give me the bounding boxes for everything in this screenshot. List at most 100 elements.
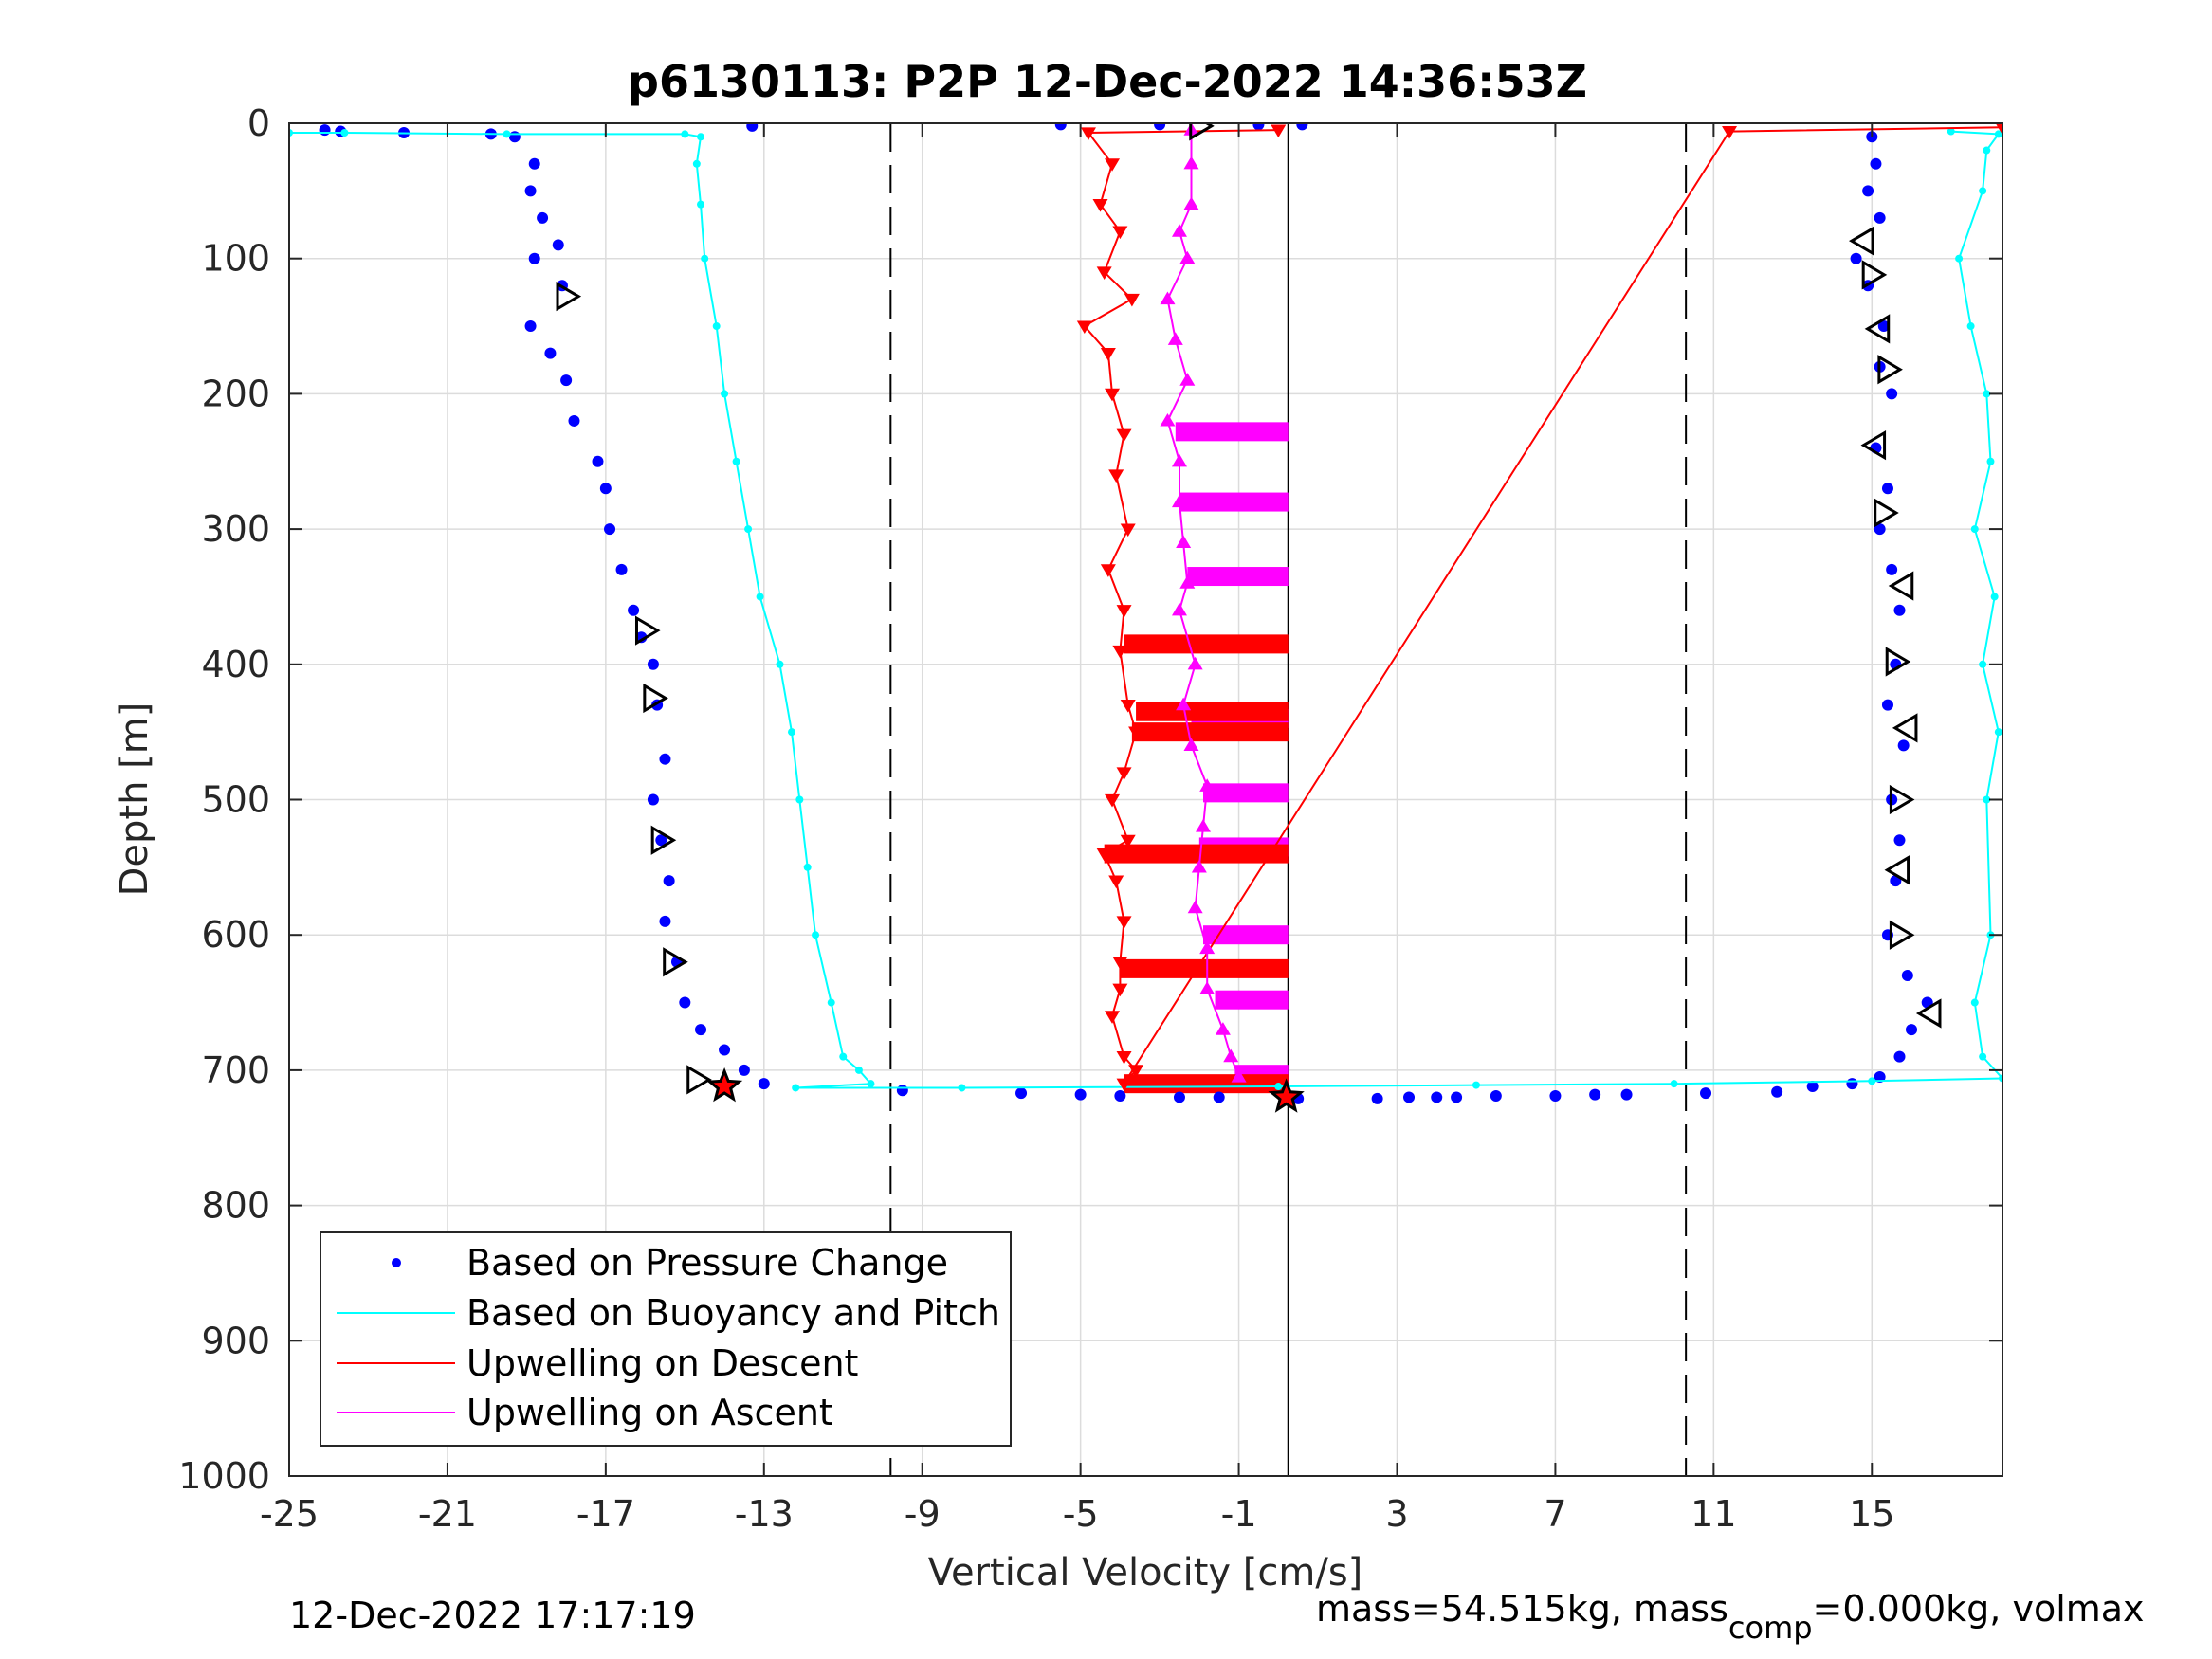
direction-marker: [643, 683, 668, 714]
data-point: [803, 863, 812, 871]
data-point: [1199, 981, 1216, 994]
x-axis-label: Vertical Velocity [cm/s]: [928, 1551, 1363, 1595]
data-point: [1176, 535, 1192, 548]
x-tick-label: 3: [1385, 1493, 1408, 1535]
y-tick-label: 400: [201, 644, 270, 685]
data-point: [1199, 940, 1216, 955]
data-point: [528, 252, 540, 264]
data-point: [1116, 767, 1132, 780]
direction-marker: [1874, 498, 1899, 528]
data-point: [1893, 604, 1906, 616]
data-point: [1112, 983, 1128, 997]
data-point: [1979, 187, 1987, 195]
data-point: [503, 130, 511, 138]
x-tick-label: -9: [905, 1493, 941, 1535]
data-point: [1983, 146, 1991, 155]
x-tick-label: 11: [1691, 1493, 1736, 1535]
data-point: [695, 1024, 707, 1036]
direction-marker: [1889, 920, 1915, 950]
data-point: [1874, 211, 1886, 224]
data-point: [1994, 130, 2002, 138]
data-point: [1112, 226, 1128, 240]
y-tick-label: 0: [247, 102, 270, 144]
data-point: [1231, 1069, 1247, 1083]
data-point: [1986, 457, 1995, 465]
direction-marker: [1892, 713, 1918, 743]
data-point: [628, 604, 640, 616]
footer-timestamp: 12-Dec-2022 17:17:19: [289, 1595, 696, 1636]
data-point: [896, 1085, 908, 1097]
data-point: [1990, 592, 1999, 601]
data-point: [659, 753, 671, 765]
horizontal-segment: [1136, 702, 1289, 721]
data-point: [1179, 575, 1196, 589]
x-tick-label: -21: [418, 1493, 477, 1535]
data-point: [647, 658, 659, 670]
data-point: [1271, 124, 1287, 138]
data-point: [1096, 266, 1112, 280]
data-point: [604, 523, 616, 536]
data-point: [1296, 123, 1308, 131]
data-point: [1850, 252, 1862, 264]
data-point: [1700, 1087, 1712, 1100]
data-point: [1112, 645, 1128, 659]
data-point: [1116, 916, 1132, 929]
data-point: [1120, 834, 1136, 848]
horizontal-segment: [1131, 722, 1289, 742]
data-point: [1176, 697, 1192, 711]
data-point: [1868, 1077, 1876, 1085]
data-point: [1179, 373, 1196, 386]
y-tick-label: 900: [201, 1320, 270, 1361]
data-point: [1886, 563, 1898, 575]
direction-marker: [650, 825, 677, 855]
footer-mass-info: mass=54.515kg, masscomp=0.000kg, volmax: [1316, 1588, 2145, 1646]
data-point: [1171, 224, 1187, 237]
data-point: [1183, 738, 1199, 752]
data-point: [1862, 185, 1874, 197]
data-point: [744, 525, 753, 534]
data-point: [719, 1044, 731, 1056]
x-tick-label: 15: [1849, 1493, 1894, 1535]
data-point: [839, 1052, 848, 1061]
data-point: [560, 374, 573, 387]
data-point: [1171, 602, 1187, 616]
legend-label-ascent: Upwelling on Ascent: [466, 1392, 833, 1433]
data-point: [776, 660, 784, 668]
x-axis-ticks: -25 -21 -17 -13 -9 -5 -1 3 7 11 15: [260, 123, 1894, 1535]
data-point: [1846, 1078, 1858, 1090]
data-point: [663, 875, 675, 887]
direction-marker: [556, 282, 582, 312]
data-point: [1116, 428, 1132, 443]
data-point: [1403, 1091, 1416, 1103]
series-line: [1166, 130, 1240, 1078]
data-point: [692, 159, 701, 168]
y-tick-label: 200: [201, 373, 270, 414]
data-point: [1901, 970, 1913, 982]
direction-marker: [1889, 784, 1915, 815]
data-point: [1870, 157, 1882, 170]
data-point: [1906, 1024, 1918, 1036]
data-point: [1171, 494, 1187, 508]
data-point: [756, 592, 764, 601]
data-point: [1549, 1090, 1562, 1103]
data-point: [1173, 1091, 1185, 1103]
data-point: [1881, 699, 1893, 711]
legend-label-pressure: Based on Pressure Change: [466, 1242, 948, 1284]
data-point: [1199, 778, 1216, 792]
direction-marker: [1189, 123, 1215, 141]
data-point: [1620, 1088, 1633, 1101]
direction-marker: [686, 1065, 712, 1095]
data-point: [827, 998, 835, 1007]
horizontal-segment: [1215, 990, 1289, 1010]
data-point: [1213, 1091, 1225, 1103]
data-point: [854, 1066, 863, 1074]
data-point: [1114, 1090, 1126, 1103]
data-point: [1196, 819, 1212, 832]
horizontal-segment: [1203, 925, 1289, 945]
legend-label-buoyancy: Based on Buoyancy and Pitch: [466, 1292, 1000, 1334]
data-point: [592, 455, 604, 467]
direction-marker: [634, 615, 661, 646]
data-point: [1223, 1048, 1239, 1063]
data-point: [1897, 739, 1910, 752]
